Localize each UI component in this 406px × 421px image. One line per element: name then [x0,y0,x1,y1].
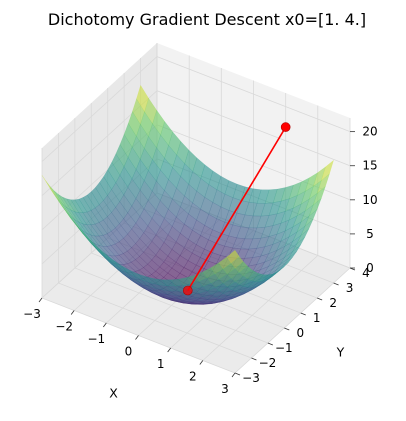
y-tick-label: 4 [362,266,370,280]
x-tick-label: 1 [157,357,165,371]
z-tick-label: 5 [366,227,374,241]
x-tick-label: −1 [87,332,105,346]
x-tick [103,322,107,328]
x-tick [135,335,139,340]
y-tick [300,312,306,316]
z-tick-label: 10 [362,193,377,207]
surface-patch [321,159,334,182]
z-tick-label: 0 [366,261,374,275]
surface-patch [316,173,330,194]
surface-patch [243,269,256,279]
grid-line-z [41,56,351,162]
x-tick-label: −3 [23,307,41,321]
surface-patch [263,272,277,281]
z-tick-label: 20 [362,125,377,139]
x-tick-label: 0 [125,345,133,359]
descent-path [182,122,291,296]
x-tick [231,372,236,378]
y-tick [333,282,339,286]
chart-title: Dichotomy Gradient Descent x0=[1. 4.] [48,10,366,29]
side-pane [42,43,157,298]
x-tick-label: 2 [189,370,197,384]
x-tick [70,310,75,315]
grid-line-z [41,90,351,196]
z-tick-label: 15 [362,159,377,173]
surface-patch [226,250,240,264]
y-tick-label: 2 [329,296,337,310]
path-point [182,285,193,296]
x-axis-label: X [109,386,118,401]
x-tick [199,360,204,365]
y-tick-label: 3 [346,281,354,295]
path-line [187,126,287,291]
y-tick-label: −2 [259,356,277,370]
y-tick-label: 0 [296,326,304,340]
x-tick-label: −2 [55,320,73,334]
y-tick [234,372,241,376]
y-axis-label: Y [336,345,345,360]
y-tick-label: −1 [275,341,293,355]
y-tick [284,327,290,331]
surface-patch [271,266,285,277]
x-tick-label: 3 [221,382,229,396]
surface-patch [251,273,265,282]
surface-patch [238,265,252,277]
x-tick [167,347,171,353]
y-tick [267,342,274,346]
y-tick-label: 1 [313,311,321,325]
x-tick [38,297,43,303]
path-point [280,122,291,132]
y-tick [316,297,323,301]
y-tick [251,357,257,361]
y-tick-label: −3 [242,371,260,385]
